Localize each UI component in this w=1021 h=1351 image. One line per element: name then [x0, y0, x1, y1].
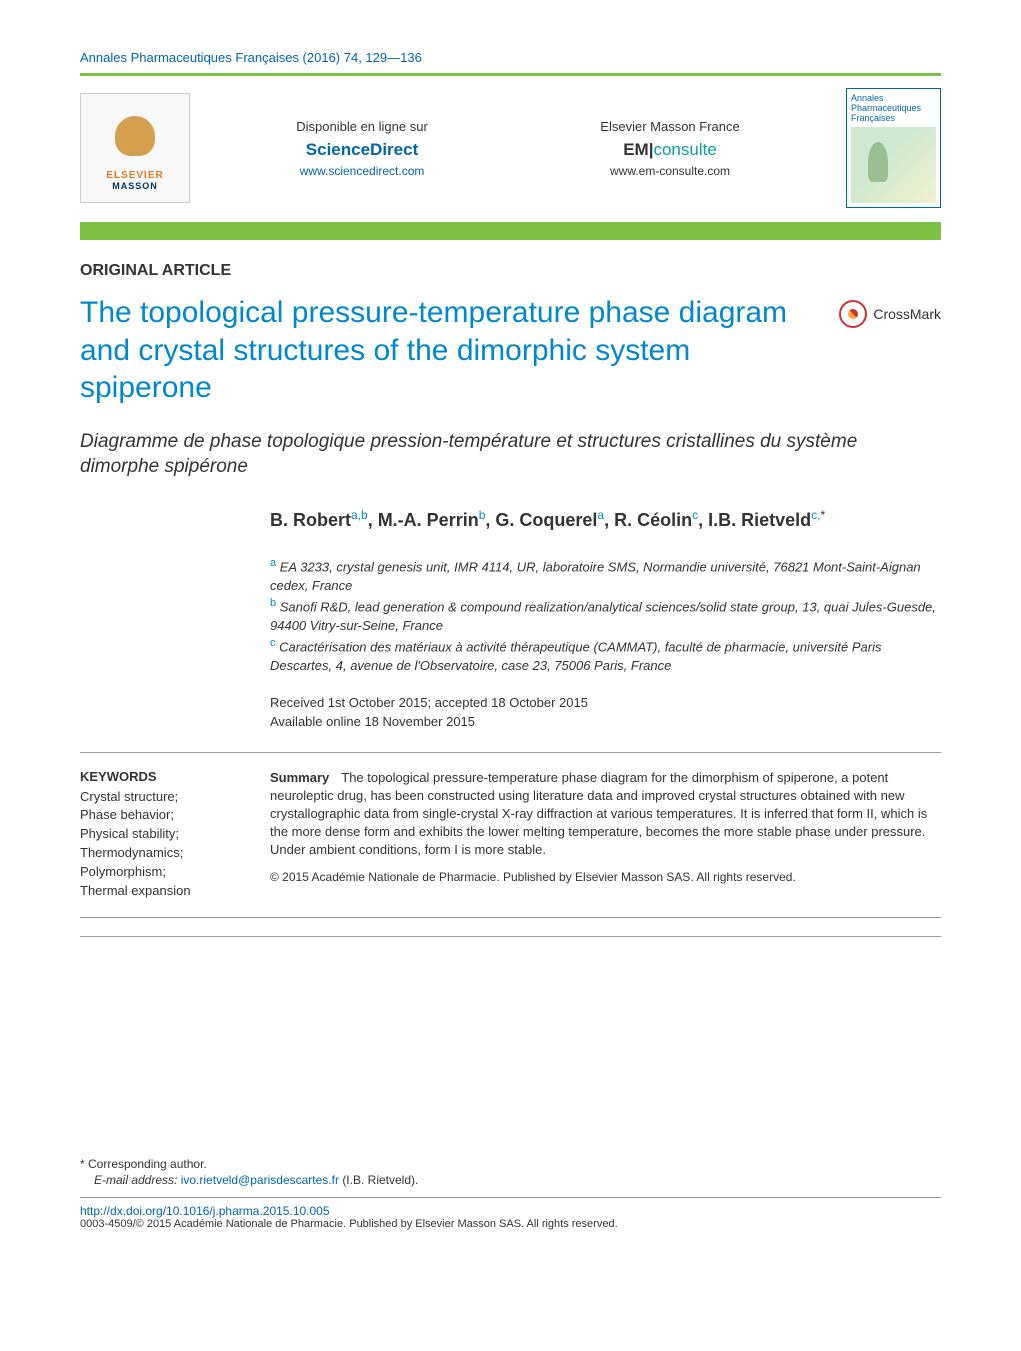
article-dates: Received 1st October 2015; accepted 18 O…: [270, 694, 941, 732]
affiliation-item: b Sanofi R&D, lead generation & compound…: [270, 596, 941, 636]
authors-list: B. Roberta,b, M.-A. Perrinb, G. Coquerel…: [270, 506, 941, 534]
corresponding-author: * Corresponding author.: [80, 1157, 941, 1171]
email-author-name: (I.B. Rietveld).: [342, 1173, 418, 1187]
keyword-item: Physical stability;: [80, 825, 240, 844]
keyword-item: Thermodynamics;: [80, 844, 240, 863]
summary-text: The topological pressure-temperature pha…: [270, 770, 927, 858]
cover-title-2: Pharmaceutiques: [851, 103, 936, 113]
journal-reference: Annales Pharmaceutiques Françaises (2016…: [80, 50, 941, 65]
doi-link[interactable]: http://dx.doi.org/10.1016/j.pharma.2015.…: [80, 1204, 941, 1218]
cover-art: [851, 127, 936, 203]
keywords-list: Crystal structure;Phase behavior;Physica…: [80, 788, 240, 901]
title-row: The topological pressure-temperature pha…: [80, 294, 941, 407]
emconsulte-block: Elsevier Masson France EM|consulte www.e…: [600, 119, 739, 178]
header-bar: ELSEVIER MASSON Disponible en ligne sur …: [80, 73, 941, 240]
sciencedirect-label: Disponible en ligne sur: [296, 119, 428, 134]
summary-copyright: © 2015 Académie Nationale de Pharmacie. …: [270, 869, 941, 886]
elsevier-masson-logo: ELSEVIER MASSON: [80, 93, 190, 203]
online-date: Available online 18 November 2015: [270, 713, 941, 732]
elsevier-logo-text: ELSEVIER: [106, 170, 163, 181]
indented-metadata: B. Roberta,b, M.-A. Perrinb, G. Coquerel…: [270, 506, 941, 732]
issn-copyright: 0003-4509/© 2015 Académie Nationale de P…: [80, 1218, 941, 1230]
elsevier-tree-icon: [105, 106, 165, 166]
cover-title-1: Annales: [851, 93, 936, 103]
consulte-suffix: consulte: [653, 140, 716, 159]
crossmark-badge[interactable]: CrossMark: [839, 300, 941, 328]
crossmark-label: CrossMark: [873, 306, 941, 322]
keyword-item: Polymorphism;: [80, 863, 240, 882]
page-root: Annales Pharmaceutiques Françaises (2016…: [0, 0, 1021, 1270]
footer-block: * Corresponding author. E-mail address: …: [80, 1157, 941, 1230]
summary-column: SummaryThe topological pressure-temperat…: [270, 769, 941, 901]
abstract-bottom-rule: [80, 936, 941, 937]
sciencedirect-brand[interactable]: ScienceDirect: [296, 140, 428, 160]
received-accepted-date: Received 1st October 2015; accepted 18 O…: [270, 694, 941, 713]
emconsulte-url[interactable]: www.em-consulte.com: [600, 164, 739, 178]
article-type: ORIGINAL ARTICLE: [80, 262, 941, 280]
sciencedirect-url[interactable]: www.sciencedirect.com: [296, 164, 428, 178]
center-links: Disponible en ligne sur ScienceDirect ww…: [210, 119, 826, 178]
em-prefix: EM: [623, 140, 649, 159]
abstract-section: KEYWORDS Crystal structure;Phase behavio…: [80, 752, 941, 918]
affiliations-list: a EA 3233, crystal genesis unit, IMR 411…: [270, 556, 941, 676]
article-subtitle-french: Diagramme de phase topologique pression-…: [80, 429, 941, 480]
crossmark-icon: [839, 300, 867, 328]
keyword-item: Crystal structure;: [80, 788, 240, 807]
keywords-heading: KEYWORDS: [80, 769, 240, 784]
cover-title-3: Françaises: [851, 113, 936, 123]
emconsulte-brand[interactable]: EM|consulte: [600, 140, 739, 160]
sciencedirect-block: Disponible en ligne sur ScienceDirect ww…: [296, 119, 428, 178]
summary-heading: Summary: [270, 770, 329, 785]
keywords-column: KEYWORDS Crystal structure;Phase behavio…: [80, 769, 240, 901]
footer-rule: [80, 1197, 941, 1198]
email-label: E-mail address:: [94, 1173, 177, 1187]
article-title: The topological pressure-temperature pha…: [80, 294, 819, 407]
summary-paragraph: SummaryThe topological pressure-temperat…: [270, 769, 941, 860]
affiliation-item: a EA 3233, crystal genesis unit, IMR 411…: [270, 556, 941, 596]
keyword-item: Thermal expansion: [80, 882, 240, 901]
emconsulte-label: Elsevier Masson France: [600, 119, 739, 134]
email-link[interactable]: ivo.rietveld@parisdescartes.fr: [181, 1173, 339, 1187]
email-line: E-mail address: ivo.rietveld@parisdescar…: [94, 1173, 941, 1187]
affiliation-item: c Caractérisation des matériaux à activi…: [270, 636, 941, 676]
masson-logo-text: MASSON: [112, 181, 158, 191]
keyword-item: Phase behavior;: [80, 806, 240, 825]
journal-cover-thumbnail: Annales Pharmaceutiques Françaises: [846, 88, 941, 208]
